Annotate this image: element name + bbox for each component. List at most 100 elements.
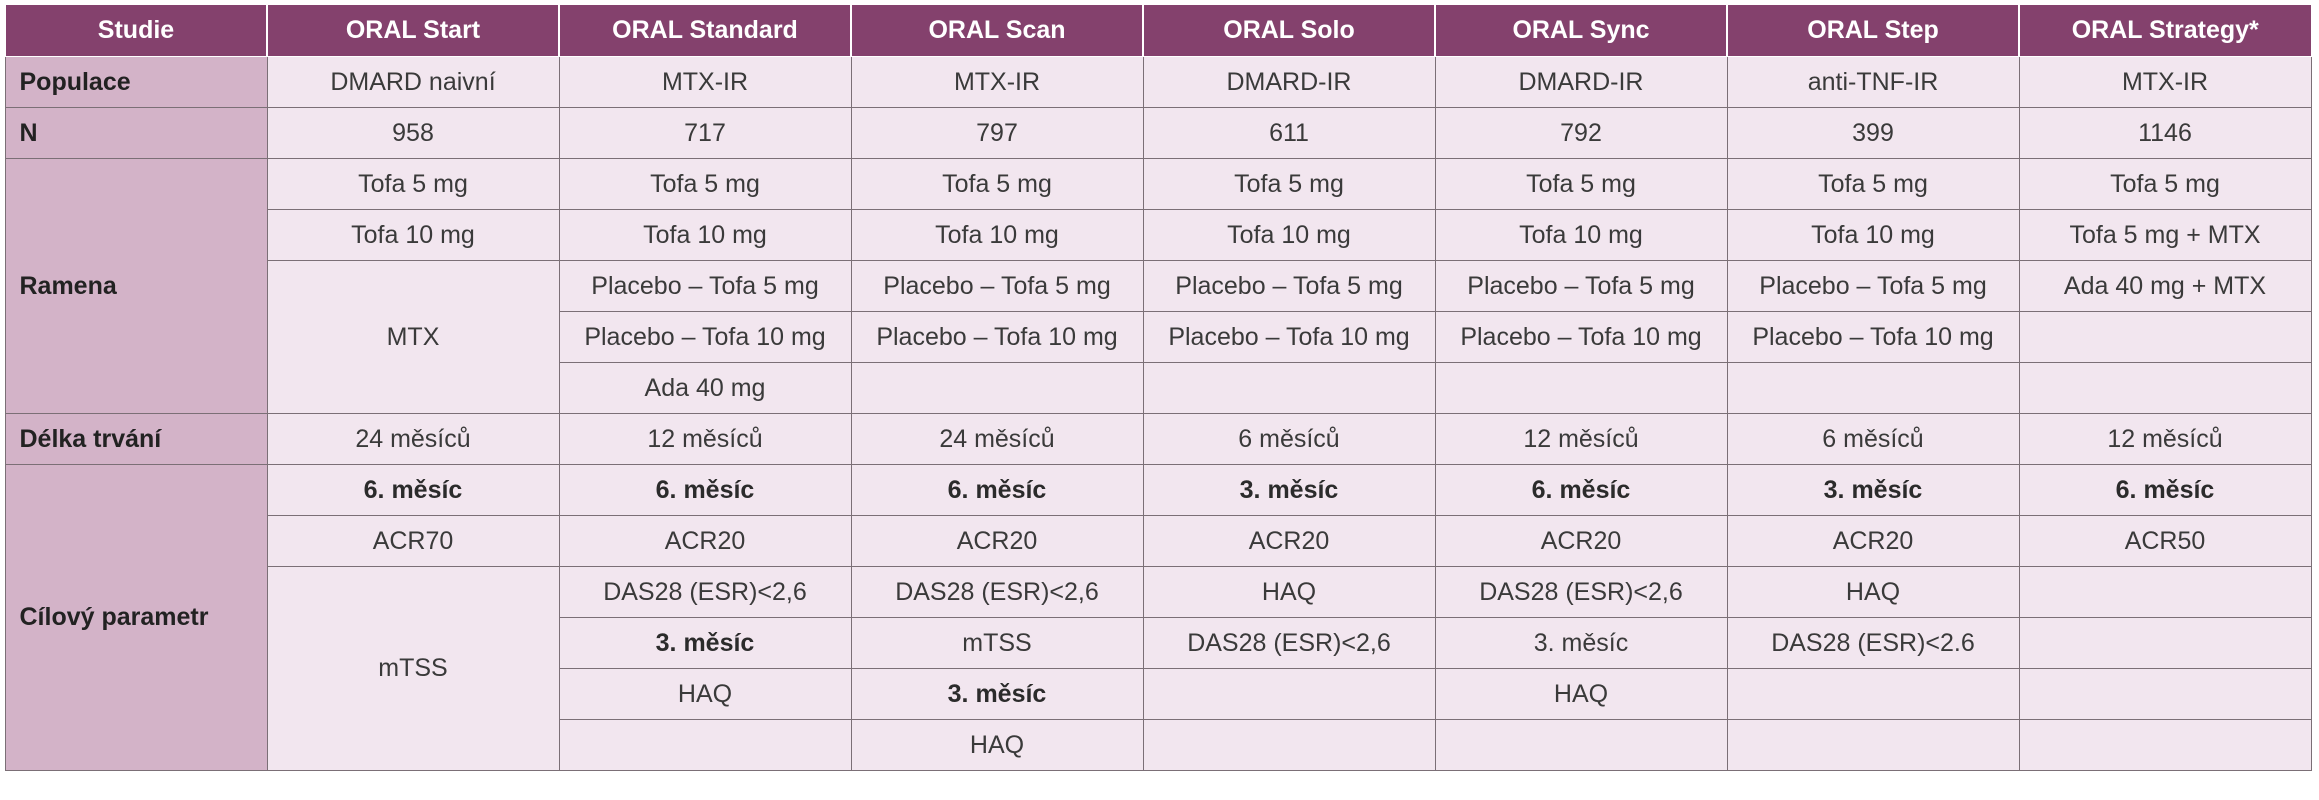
- table-cell: 611: [1142, 107, 1436, 159]
- row-label-ramena: Ramena: [4, 158, 268, 414]
- table-cell: [1726, 719, 2020, 771]
- table-cell: ACR50: [2018, 515, 2312, 567]
- table-cell: [2018, 362, 2312, 414]
- table-cell: DMARD naivní: [266, 56, 560, 108]
- table-cell: [1726, 362, 2020, 414]
- table-cell: Placebo – Tofa 10 mg: [1726, 311, 2020, 363]
- table-cell: Tofa 10 mg: [266, 209, 560, 261]
- table-cell: 958: [266, 107, 560, 159]
- header-oral-standard: ORAL Standard: [558, 4, 852, 57]
- table-cell: 6 měsíců: [1726, 413, 2020, 465]
- table-cell: ACR20: [850, 515, 1144, 567]
- row-n: N 958 717 797 611 792 399 1146: [4, 107, 2312, 159]
- header-oral-step: ORAL Step: [1726, 4, 2020, 57]
- table-cell: 792: [1434, 107, 1728, 159]
- table-cell: Tofa 5 mg: [2018, 158, 2312, 210]
- table-cell: DAS28 (ESR)<2.6: [1726, 617, 2020, 669]
- header-studie: Studie: [4, 4, 268, 57]
- row-label-delka-trvani: Délka trvání: [4, 413, 268, 465]
- header-row: Studie ORAL Start ORAL Standard ORAL Sca…: [4, 4, 2312, 57]
- table-cell: Placebo – Tofa 5 mg: [850, 260, 1144, 312]
- table-cell: 6. měsíc: [2018, 464, 2312, 516]
- row-populace: Populace DMARD naivní MTX-IR MTX-IR DMAR…: [4, 56, 2312, 108]
- header-oral-scan: ORAL Scan: [850, 4, 1144, 57]
- table-cell: ACR20: [1142, 515, 1436, 567]
- table-cell: 24 měsíců: [266, 413, 560, 465]
- row-cilovy-6: HAQ: [5, 719, 2312, 771]
- table-cell: 399: [1726, 107, 2020, 159]
- table-cell: Tofa 10 mg: [1726, 209, 2020, 261]
- table-cell: Tofa 10 mg: [558, 209, 852, 261]
- table-cell: DAS28 (ESR)<2,6: [558, 566, 852, 618]
- table-cell: Tofa 5 mg: [1726, 158, 2020, 210]
- table-cell: DMARD-IR: [1142, 56, 1436, 108]
- table-cell: [1726, 668, 2020, 720]
- header-oral-strategy: ORAL Strategy*: [2018, 4, 2312, 57]
- table-cell: ACR20: [1434, 515, 1728, 567]
- table-cell: DAS28 (ESR)<2,6: [850, 566, 1144, 618]
- table-cell: 3. měsíc: [850, 668, 1144, 720]
- table-cell: HAQ: [1434, 668, 1728, 720]
- row-label-cilovy-parametr: Cílový parametr: [4, 464, 268, 771]
- table-cell: Tofa 5 mg: [558, 158, 852, 210]
- table-cell: 717: [558, 107, 852, 159]
- table-cell: Tofa 5 mg: [850, 158, 1144, 210]
- table-cell: Placebo – Tofa 10 mg: [1434, 311, 1728, 363]
- table-cell: 6 měsíců: [1142, 413, 1436, 465]
- table-cell: MTX-IR: [850, 56, 1144, 108]
- table-cell: HAQ: [558, 668, 852, 720]
- table-cell: [2018, 566, 2312, 618]
- table-cell: Placebo – Tofa 10 mg: [1142, 311, 1436, 363]
- row-cilovy-2: ACR70 ACR20 ACR20 ACR20 ACR20 ACR20 ACR5…: [5, 515, 2312, 567]
- table-cell: 6. měsíc: [1434, 464, 1728, 516]
- table-cell: [558, 719, 852, 771]
- table-cell: [1142, 668, 1436, 720]
- table-cell: Tofa 5 mg: [1434, 158, 1728, 210]
- table-cell: Tofa 5 mg: [266, 158, 560, 210]
- table-cell: MTX-IR: [2018, 56, 2312, 108]
- table-cell: 12 měsíců: [2018, 413, 2312, 465]
- table-cell: [1434, 362, 1728, 414]
- header-oral-sync: ORAL Sync: [1434, 4, 1728, 57]
- table-cell: Placebo – Tofa 5 mg: [1434, 260, 1728, 312]
- header-oral-start: ORAL Start: [266, 4, 560, 57]
- row-label-n: N: [4, 107, 268, 159]
- table-cell: ACR70: [266, 515, 560, 567]
- header-oral-solo: ORAL Solo: [1142, 4, 1436, 57]
- table-cell: HAQ: [1726, 566, 2020, 618]
- table-cell: Ada 40 mg + MTX: [2018, 260, 2312, 312]
- table-cell-start-mtx: MTX: [266, 260, 560, 414]
- table-cell: [2018, 719, 2312, 771]
- row-cilovy-4: 3. měsíc mTSS DAS28 (ESR)<2,6 3. měsíc D…: [5, 617, 2312, 669]
- row-ramena-1: Ramena Tofa 5 mg Tofa 5 mg Tofa 5 mg Tof…: [4, 158, 2312, 414]
- table-cell: 6. měsíc: [266, 464, 560, 516]
- table-cell: 3. měsíc: [1434, 617, 1728, 669]
- table-cell: Tofa 10 mg: [850, 209, 1144, 261]
- row-cilovy-3: mTSS DAS28 (ESR)<2,6 DAS28 (ESR)<2,6 HAQ…: [5, 566, 2312, 771]
- oral-trials-table: Studie ORAL Start ORAL Standard ORAL Sca…: [4, 4, 2312, 771]
- row-ramena-3: MTX Placebo – Tofa 5 mg Placebo – Tofa 5…: [5, 260, 2312, 414]
- row-ramena-5: Ada 40 mg: [5, 362, 2312, 414]
- table-cell: HAQ: [1142, 566, 1436, 618]
- table-cell: 6. měsíc: [558, 464, 852, 516]
- table-container: Studie ORAL Start ORAL Standard ORAL Sca…: [4, 4, 2312, 771]
- table-cell: Tofa 10 mg: [1434, 209, 1728, 261]
- table-cell: Tofa 5 mg: [1142, 158, 1436, 210]
- table-cell: [850, 362, 1144, 414]
- table-cell: Ada 40 mg: [558, 362, 852, 414]
- table-cell: 3. měsíc: [558, 617, 852, 669]
- table-cell: Placebo – Tofa 10 mg: [850, 311, 1144, 363]
- table-cell: 3. měsíc: [1726, 464, 2020, 516]
- table-cell: DMARD-IR: [1434, 56, 1728, 108]
- table-cell: HAQ: [850, 719, 1144, 771]
- table-cell: [1142, 719, 1436, 771]
- row-label-populace: Populace: [4, 56, 268, 108]
- table-cell: DAS28 (ESR)<2,6: [1142, 617, 1436, 669]
- table-cell: 797: [850, 107, 1144, 159]
- table-cell: Placebo – Tofa 10 mg: [558, 311, 852, 363]
- table-cell: Placebo – Tofa 5 mg: [1142, 260, 1436, 312]
- table-cell: Tofa 5 mg + MTX: [2018, 209, 2312, 261]
- table-cell: [2018, 311, 2312, 363]
- row-cilovy-5: HAQ 3. měsíc HAQ: [5, 668, 2312, 720]
- table-cell: [1142, 362, 1436, 414]
